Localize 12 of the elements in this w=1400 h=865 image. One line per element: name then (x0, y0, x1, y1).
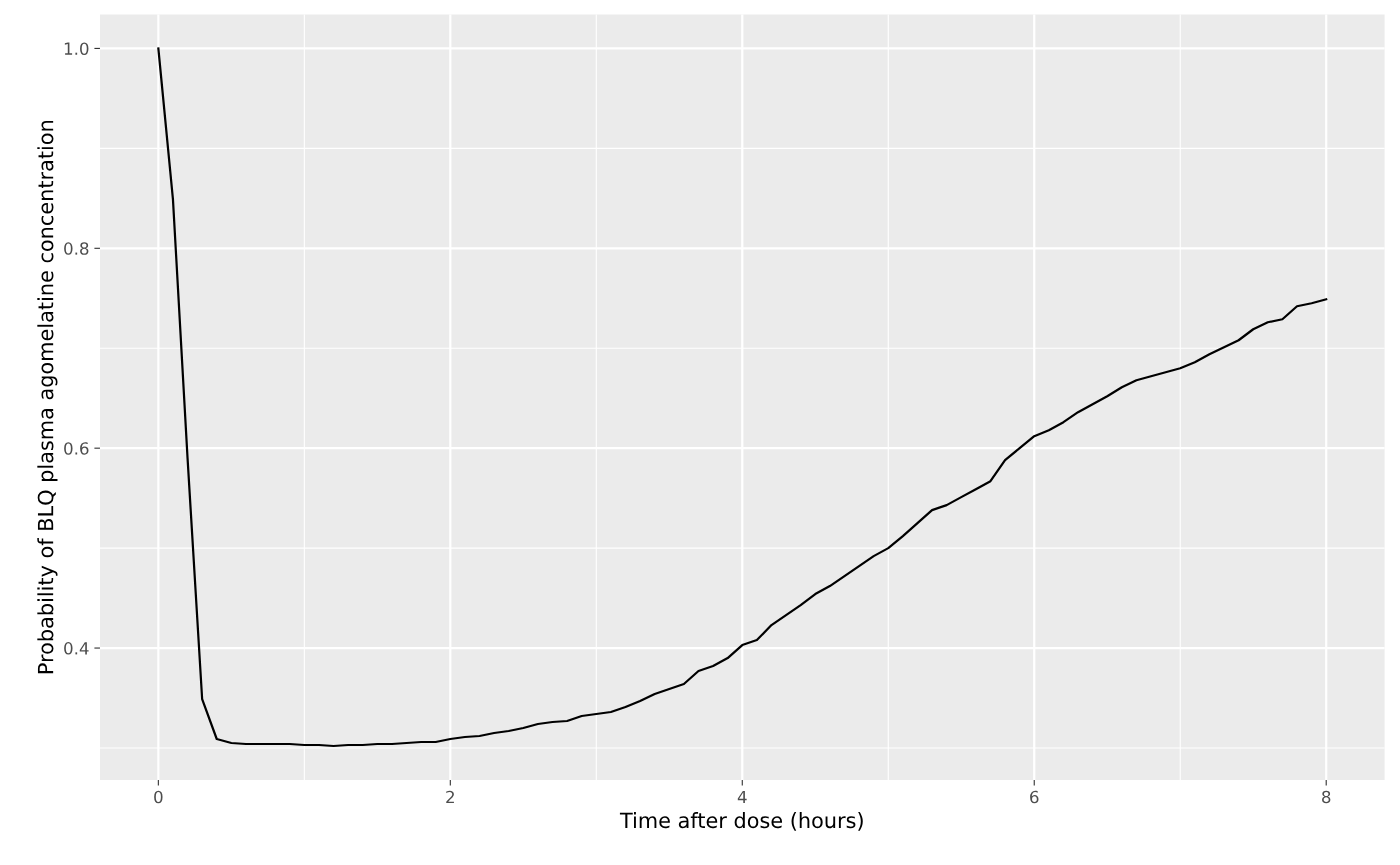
y-tick-label: 0.8 (64, 242, 89, 255)
y-tick-label: 0.6 (64, 442, 89, 455)
x-tick-label: 8 (1322, 790, 1331, 804)
y-tick-label: 1.0 (64, 42, 89, 55)
x-tick-label: 4 (737, 790, 747, 804)
x-tick-label: 6 (1030, 790, 1039, 804)
x-tick-label: 2 (446, 790, 454, 804)
x-axis-title: Time after dose (hours) (619, 812, 863, 831)
y-axis-title: Probability of BLQ plasma agomelatine concentration (37, 120, 58, 674)
y-tick-label: 0.4 (64, 642, 89, 655)
x-tick-label: 0 (154, 790, 163, 804)
line-series (157, 47, 1328, 748)
